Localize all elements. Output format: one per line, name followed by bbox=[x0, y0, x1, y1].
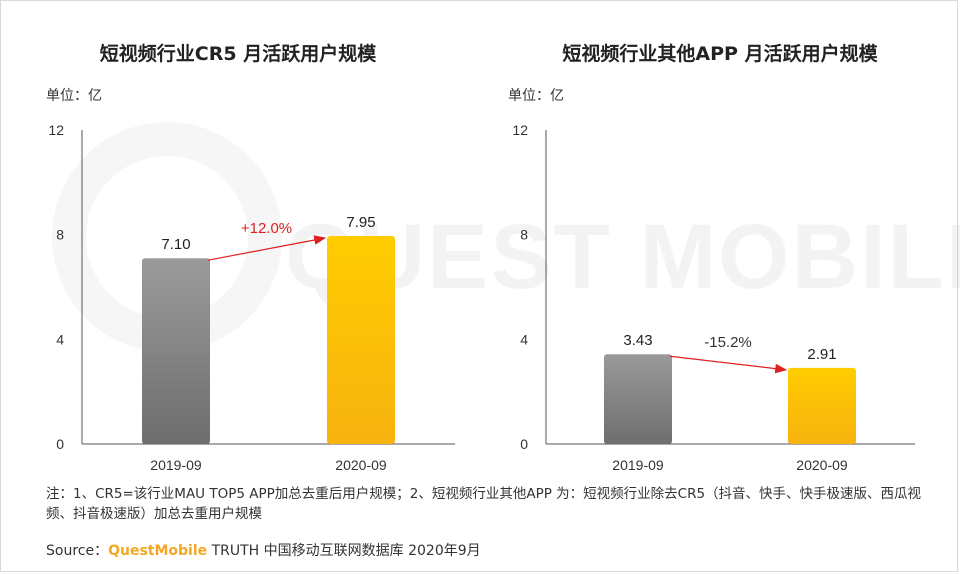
source-suffix: TRUTH 中国移动互联网数据库 2020年9月 bbox=[207, 543, 481, 559]
y-tick-label-2-2: 8 bbox=[520, 227, 528, 243]
x-tick-label-2-2: 2020-09 bbox=[796, 457, 848, 473]
change-label-1: +12.0% bbox=[241, 220, 292, 237]
data-label-2-2: 2.91 bbox=[807, 346, 836, 363]
x-tick-label-2-1: 2019-09 bbox=[612, 457, 664, 473]
y-tick-label-1-3: 12 bbox=[48, 122, 64, 138]
data-label-2-1: 3.43 bbox=[623, 332, 652, 349]
x-tick-label-1-1: 2019-09 bbox=[150, 457, 202, 473]
bar-1-2 bbox=[327, 235, 395, 444]
unit-label-1: 单位：亿 bbox=[46, 88, 102, 104]
change-arrow-1 bbox=[207, 235, 327, 261]
unit-label-2: 单位：亿 bbox=[508, 88, 564, 104]
footnote: 注：1、CR5=该行业MAU TOP5 APP加总去重后用户规模；2、短视频行业… bbox=[46, 486, 922, 522]
x-tick-label-1-2: 2020-09 bbox=[335, 457, 387, 473]
source-line: Source：QuestMobile TRUTH 中国移动互联网数据库 2020… bbox=[46, 540, 481, 560]
bar-1-1 bbox=[142, 258, 210, 444]
y-tick-label-1-2: 8 bbox=[56, 227, 64, 243]
data-label-1-2: 7.95 bbox=[346, 214, 375, 231]
y-tick-label-2-3: 12 bbox=[512, 122, 528, 138]
y-tick-label-1-0: 0 bbox=[56, 436, 64, 452]
source-prefix: Source： bbox=[46, 543, 109, 559]
y-tick-label-2-0: 0 bbox=[520, 436, 528, 452]
chart-title-1: 短视频行业CR5 月活跃用户规模 bbox=[100, 42, 377, 65]
bar-2-2 bbox=[788, 367, 856, 444]
watermark-text: QUEST MOBILE bbox=[285, 205, 960, 310]
data-label-1-1: 7.10 bbox=[161, 236, 190, 253]
y-tick-label-2-1: 4 bbox=[520, 331, 528, 347]
source-brand: QuestMobile bbox=[108, 543, 208, 559]
bar-2-1 bbox=[604, 354, 672, 444]
change-arrow-2 bbox=[669, 355, 788, 374]
chart-title-2: 短视频行业其他APP 月活跃用户规模 bbox=[562, 42, 878, 65]
y-tick-label-1-1: 4 bbox=[56, 331, 64, 347]
change-label-2: -15.2% bbox=[704, 334, 752, 351]
